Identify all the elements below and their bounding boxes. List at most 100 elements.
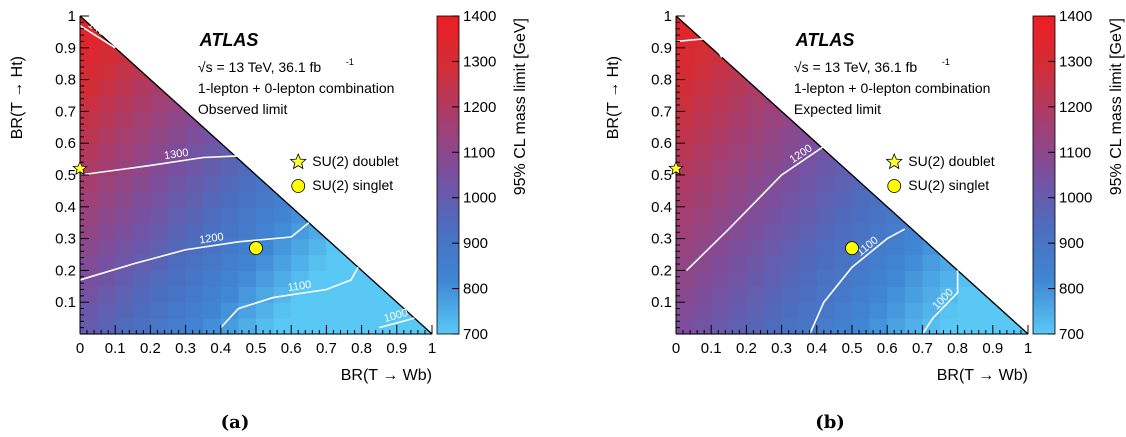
y-tick-label: 0.7	[651, 103, 672, 120]
colorbar-tick-label: 1400	[1059, 8, 1092, 25]
heatmap-cell	[203, 286, 222, 303]
heatmap-cell	[132, 254, 151, 271]
x-tick-label: 1	[1024, 340, 1032, 357]
heatmap-cell	[326, 254, 345, 271]
y-tick-label: 0.7	[55, 103, 76, 120]
limit-type-label: Observed limit	[198, 101, 288, 117]
heatmap-cell	[238, 222, 257, 240]
heatmap-cell	[220, 206, 239, 224]
heatmap-cell	[728, 302, 747, 319]
heatmap-cell	[728, 159, 747, 176]
heatmap-cell	[273, 318, 292, 335]
combination-label: 1-lepton + 0-lepton combination	[198, 80, 395, 96]
heatmap-cell	[273, 270, 292, 287]
heatmap-cell	[150, 270, 169, 287]
heatmap-cell	[781, 143, 800, 160]
heatmap-cell	[150, 206, 169, 224]
colorbar-tick-label: 1100	[1059, 144, 1091, 161]
x-tick-label: 0.2	[140, 340, 161, 357]
y-tick-label: 1	[664, 8, 672, 25]
colorbar-tick-label: 1200	[1059, 99, 1092, 116]
heatmap-cell	[115, 79, 134, 97]
heatmap-cell	[746, 143, 765, 160]
heatmap-cell	[132, 238, 151, 256]
lumi-exponent: -1	[942, 57, 950, 67]
heatmap-cell	[308, 318, 327, 335]
panel-a: 1400 1300 1200 1100 1000 0 0.1 0.2 0.3 0.4 0.5 0.6 0…	[9, 8, 529, 433]
heatmap-cell	[746, 222, 765, 240]
heatmap-cell	[273, 286, 292, 303]
heatmap-cell	[711, 270, 730, 287]
heatmap-cell	[728, 318, 747, 335]
colorbar-tick-label: 800	[463, 281, 488, 298]
heatmap-cell	[852, 270, 871, 287]
heatmap-cell	[764, 127, 783, 144]
heatmap-cell	[344, 270, 363, 287]
heatmap-cell	[150, 318, 169, 335]
heatmap-cell	[291, 270, 310, 287]
heatmap-cell	[852, 254, 871, 271]
heatmap-cell	[326, 302, 345, 319]
heatmap-cell	[185, 318, 204, 335]
heatmap-cell	[256, 270, 275, 287]
heatmap-cell	[676, 127, 695, 144]
heatmap-cell	[799, 270, 818, 287]
lumi-exponent: -1	[346, 57, 354, 67]
heatmap-cell	[711, 95, 730, 112]
x-tick-label: 0.1	[701, 340, 722, 357]
y-tick-label: 0.3	[55, 231, 76, 248]
heatmap-cell	[693, 63, 712, 81]
heatmap-cell	[693, 302, 712, 319]
heatmap-cell	[764, 318, 783, 335]
heatmap-cell	[115, 302, 134, 319]
heatmap-cell	[97, 175, 116, 192]
heatmap-cell	[676, 318, 695, 335]
heatmap-cell	[728, 143, 747, 160]
heatmap-cell	[887, 222, 906, 240]
contour-label: 1300	[163, 147, 189, 163]
upper-triangle-mask	[676, 15, 1029, 334]
heatmap-cell	[115, 95, 134, 112]
heatmap-cell	[904, 254, 923, 271]
contour-1200	[686, 142, 835, 271]
diagonal-boundary	[675, 15, 1029, 335]
heatmap-cell	[869, 302, 888, 319]
heatmap-cell	[150, 95, 169, 112]
heatmap-cell	[203, 318, 222, 335]
heatmap-cell	[922, 286, 941, 303]
heatmap-cell	[97, 159, 116, 176]
heatmap-cell	[746, 127, 765, 144]
heatmap-cell	[115, 63, 134, 81]
heatmap-cell	[115, 286, 134, 303]
heatmap-cell	[256, 222, 275, 240]
heatmap-cell	[80, 270, 99, 287]
heatmap-cell	[728, 175, 747, 192]
heatmap-cell	[238, 206, 257, 224]
heatmap-cell	[115, 159, 134, 176]
heatmap-cell	[676, 254, 695, 271]
heatmap-cell	[764, 238, 783, 256]
heatmap-cell	[132, 143, 151, 160]
heatmap-cell	[711, 318, 730, 335]
heatmap-cell	[80, 238, 99, 256]
heatmap-cell	[203, 190, 222, 208]
heatmap-cell	[764, 143, 783, 160]
heatmap-cell	[150, 222, 169, 240]
heatmap-cell	[132, 127, 151, 144]
legend-doublet-marker	[289, 152, 307, 170]
x-tick-label: 1	[428, 340, 436, 357]
heatmap-cell	[957, 302, 976, 319]
heatmap-cell	[80, 95, 99, 112]
heatmap-cell	[799, 302, 818, 319]
heatmap-cell	[168, 175, 187, 192]
x-tick-label: 0.6	[281, 340, 302, 357]
heatmap-cell	[150, 302, 169, 319]
heatmap-cell	[168, 270, 187, 287]
heatmap-cell	[185, 222, 204, 240]
heatmap-cell	[834, 302, 853, 319]
colorbar-title: 95% CL mass limit [GeV]	[512, 18, 529, 195]
contour-label: 1100	[287, 279, 312, 294]
heatmap-cell	[764, 222, 783, 240]
heatmap-cell	[115, 222, 134, 240]
colorbar-tick-label: 1000	[463, 190, 496, 207]
